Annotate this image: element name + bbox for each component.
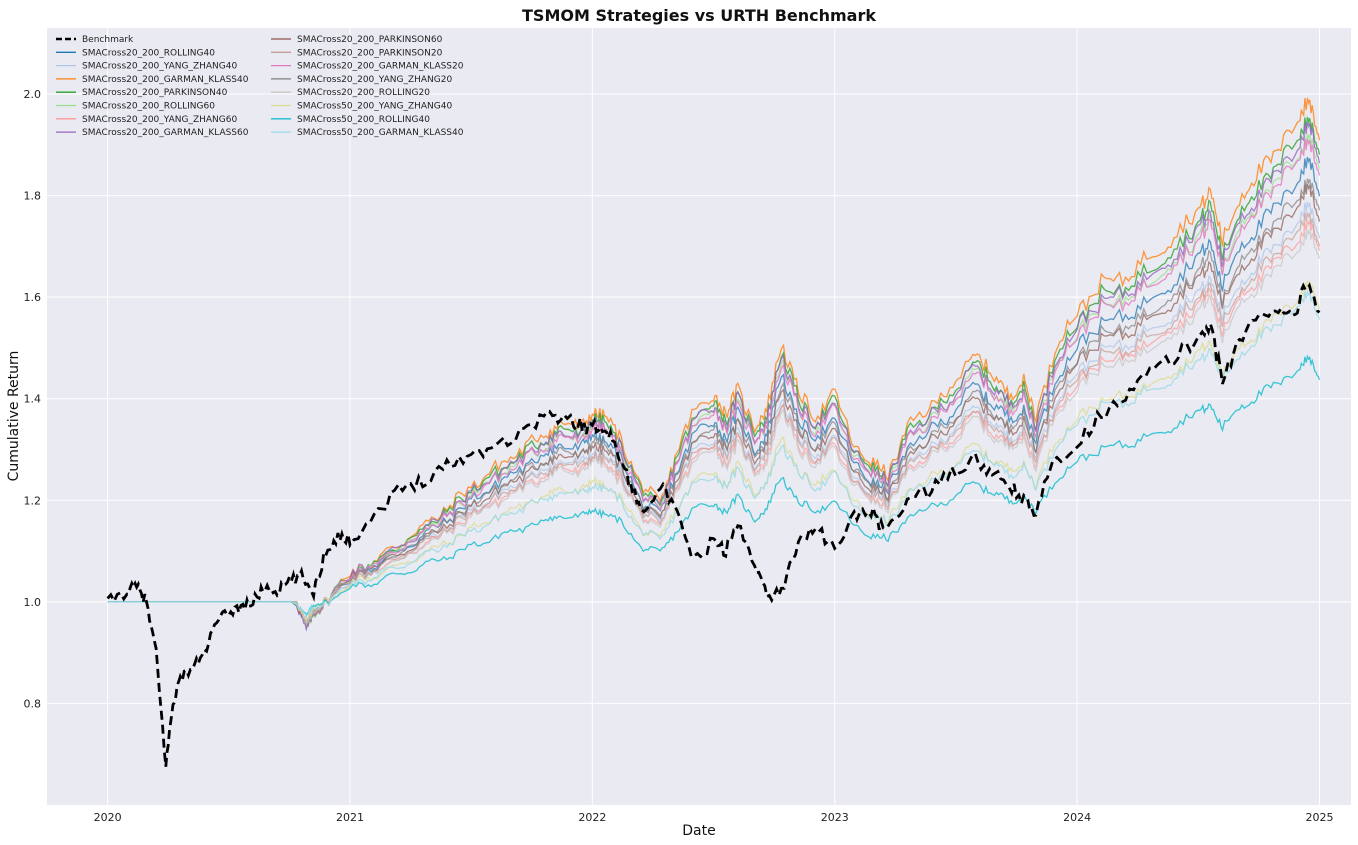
strategy-line [107, 138, 1321, 629]
x-tick-label: 2022 [578, 811, 606, 824]
y-tick-label: 1.8 [24, 190, 42, 203]
strategy-line [107, 156, 1321, 630]
legend: Benchmark SMACross20_200_ROLLING40 SMACros… [56, 35, 464, 138]
strategy-line [107, 212, 1321, 624]
y-tick-label: 2.0 [24, 88, 42, 101]
strategy-line [107, 178, 1321, 628]
legend-label: Benchmark [82, 35, 134, 45]
legend-label: SMACross20_200_YANG_ZHANG20 [297, 75, 452, 85]
chart-title: TSMOM Strategies vs URTH Benchmark [522, 6, 876, 25]
legend-label: SMACross20_200_GARMAN_KLASS40 [82, 75, 249, 85]
strategy-line [107, 97, 1321, 628]
legend-label: SMACross20_200_PARKINSON60 [297, 35, 443, 45]
tick-layer: 2020 2021 2022 2023 2024 2025 0.8 1.0 1.2 1.4 1.6 1… [24, 88, 1334, 824]
benchmark-line [106, 282, 1321, 767]
strategy-line [107, 227, 1321, 627]
x-tick-label: 2025 [1305, 811, 1333, 824]
y-axis-label: Cumulative Return [6, 351, 22, 482]
legend-label: SMACross20_200_GARMAN_KLASS60 [82, 128, 249, 138]
legend-label: SMACross20_200_YANG_ZHANG60 [82, 115, 237, 125]
legend-label: SMACross50_200_ROLLING40 [297, 115, 430, 125]
legend-label: SMACross50_200_YANG_ZHANG40 [297, 102, 452, 112]
benchmark-layer [106, 282, 1321, 767]
legend-label: SMACross20_200_YANG_ZHANG40 [82, 62, 237, 72]
x-tick-label: 2020 [94, 811, 122, 824]
y-tick-label: 0.8 [24, 697, 42, 710]
strategy-line [107, 354, 1321, 617]
y-tick-label: 1.2 [24, 494, 42, 507]
series-layer [107, 97, 1321, 632]
legend-label: SMACross20_200_PARKINSON20 [297, 48, 443, 58]
legend-label: SMACross50_200_GARMAN_KLASS40 [297, 128, 464, 138]
strategy-line [107, 288, 1321, 619]
x-axis-label: Date [682, 823, 715, 839]
y-tick-label: 1.4 [24, 393, 42, 406]
x-tick-label: 2023 [821, 811, 849, 824]
legend-label: SMACross20_200_ROLLING60 [82, 102, 215, 112]
y-tick-label: 1.0 [24, 596, 42, 609]
legend-label: SMACross20_200_ROLLING20 [297, 88, 430, 98]
x-tick-label: 2021 [336, 811, 364, 824]
x-tick-label: 2024 [1063, 811, 1091, 824]
legend-label: SMACross20_200_GARMAN_KLASS20 [297, 62, 464, 72]
legend-label: SMACross20_200_PARKINSON40 [82, 88, 228, 98]
plot-area [47, 28, 1351, 805]
legend-label: SMACross20_200_ROLLING40 [82, 48, 215, 58]
y-tick-label: 1.6 [24, 291, 42, 304]
